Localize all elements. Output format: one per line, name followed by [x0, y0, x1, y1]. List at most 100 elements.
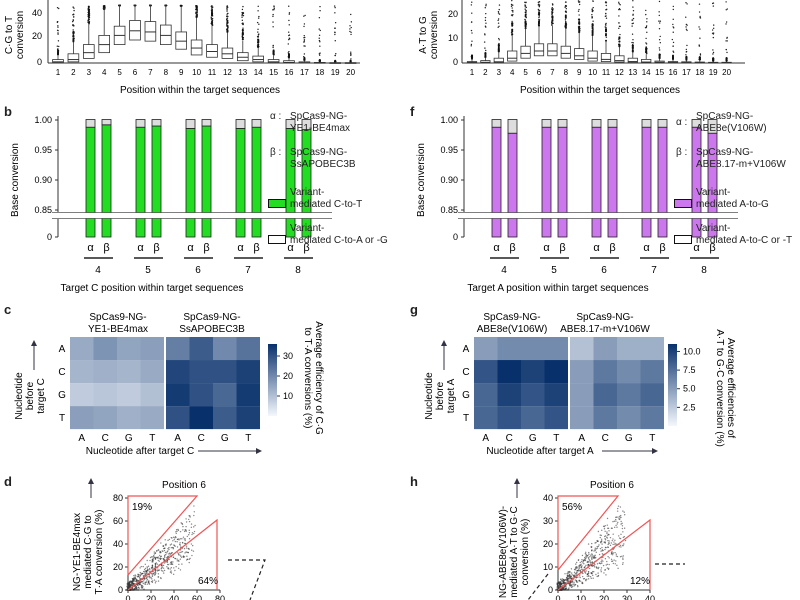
xtick-label: 1 [56, 68, 61, 77]
ytick-label: 80 [113, 493, 123, 503]
outlier-point [498, 39, 500, 41]
outlier-point [673, 27, 675, 29]
col-label: A [578, 433, 585, 444]
scatter-point [586, 564, 589, 566]
scatter-point [596, 575, 598, 578]
outlier-point [288, 24, 290, 26]
group-label: 5 [145, 265, 151, 276]
heatmap-cell [544, 406, 568, 430]
outlier-point [577, 10, 580, 12]
outlier-point [672, 5, 675, 8]
outlier-point [619, 33, 621, 36]
outlier-point [511, 22, 514, 25]
scatter-point [146, 559, 148, 562]
heatmap-cell [521, 406, 545, 430]
ytick-label: 0 [47, 232, 52, 242]
scatter-point [588, 558, 590, 561]
outlier-point [195, 15, 198, 18]
ytick-label: 0 [118, 585, 123, 595]
outlier-point [659, 20, 662, 22]
outlier-point [470, 21, 473, 23]
outlier-point [672, 23, 674, 26]
scatter-point [578, 565, 581, 568]
outlier-point [257, 43, 260, 46]
outlier-point [659, 35, 661, 38]
scatter-point [617, 567, 619, 570]
scatter-point [591, 554, 593, 556]
xtick-label: 0 [555, 594, 560, 600]
scatter-point [590, 554, 592, 556]
outlier-point [698, 45, 701, 47]
outlier-point [180, 4, 183, 7]
heatmap-cell [140, 406, 164, 430]
heatmap-title-left-l2: ABE8e(V106W) [477, 324, 548, 335]
group-label: 8 [701, 265, 707, 276]
scatter-point [583, 577, 586, 580]
scatter-point [131, 580, 133, 582]
scatter-point [571, 586, 573, 589]
outlier-point [671, 38, 674, 41]
scatter-point [185, 529, 187, 531]
scatter-point [137, 573, 139, 576]
scatter-point [139, 575, 142, 577]
scatter-point [153, 556, 155, 559]
heatmap-cell [236, 337, 260, 361]
xtick-label: 15 [655, 68, 664, 77]
scatter-point [608, 557, 610, 559]
box [574, 48, 585, 60]
scatter-point [619, 556, 622, 558]
outlier-point [288, 34, 291, 36]
scatter-point [132, 579, 134, 581]
outlier-point [578, 3, 581, 6]
scatter-point [152, 557, 154, 560]
scatter-point [577, 576, 579, 578]
scatter-point [154, 582, 157, 584]
scatter-point [170, 566, 173, 569]
panel-f-chart: Base conversion 1.000.950.900.850 α β4α β5… [416, 115, 738, 294]
col-label: T [553, 433, 559, 444]
outlier-point [511, 23, 514, 26]
scatter-point [154, 558, 157, 561]
scatter-point [582, 568, 584, 570]
scatter-point [153, 553, 156, 555]
scatter-point [136, 587, 138, 590]
scatter-point [193, 530, 196, 533]
heatmap-cell [93, 406, 117, 430]
scatter-point [611, 527, 613, 529]
outlier-point [591, 24, 594, 27]
scatter-point [171, 563, 174, 565]
ylabel-l3: T·A conversion (%) [94, 509, 105, 594]
outlier-point [72, 24, 75, 27]
scatter-point [588, 553, 590, 555]
xtick-label: 10 [192, 68, 201, 77]
outlier-point [72, 39, 75, 42]
scatter-point [160, 577, 162, 579]
scatter-point [613, 541, 615, 543]
heatmap-cell [70, 383, 94, 407]
scatter-point [133, 578, 135, 581]
scatter-point [170, 543, 173, 545]
scatter-point [136, 584, 139, 586]
scatter-point [144, 574, 146, 576]
outlier-point [672, 31, 674, 33]
scatter-point [623, 511, 625, 513]
scatter-point [188, 529, 190, 532]
bar-main [657, 126, 668, 238]
scatter-point [568, 583, 571, 586]
scatter-point [153, 579, 156, 581]
scatter-point [606, 532, 608, 535]
outlier-point [725, 59, 728, 62]
scatter-point [192, 550, 195, 552]
panel-letter-c: c [4, 302, 12, 317]
scatter-point [584, 553, 587, 555]
outlier-point [72, 13, 75, 16]
scatter-point [580, 563, 582, 565]
heatmap-title-right-l2: SsAPOBEC3B [179, 324, 245, 335]
outlier-point [470, 29, 473, 32]
scatter-point [578, 575, 581, 577]
scatter-point [569, 582, 572, 585]
scatter-point [568, 578, 571, 580]
outlier-point [288, 50, 290, 53]
ytick-label: 1.00 [34, 115, 52, 125]
outlier-point [211, 8, 213, 11]
